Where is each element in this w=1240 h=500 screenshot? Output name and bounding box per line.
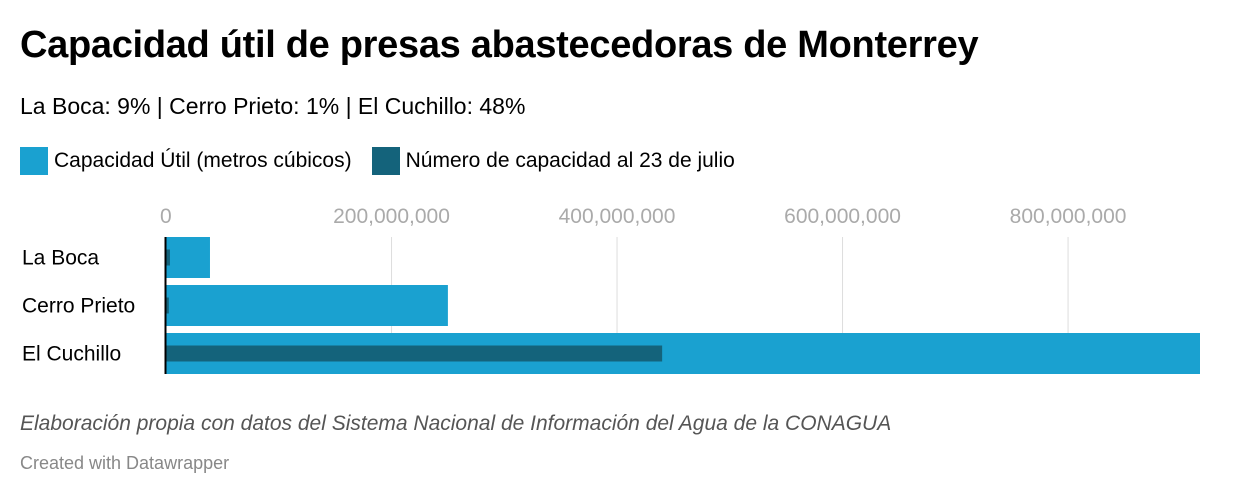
bar-current	[166, 297, 169, 314]
bar-capacity	[166, 285, 448, 326]
legend-label-capacity: Capacidad Útil (metros cúbicos)	[54, 149, 352, 172]
chart-legend: Capacidad Útil (metros cúbicos) Número d…	[20, 145, 755, 177]
x-tick-label: 200,000,000	[333, 205, 450, 228]
x-tick-label: 400,000,000	[559, 205, 676, 228]
x-tick-label: 800,000,000	[1010, 205, 1127, 228]
legend-item-capacity: Capacidad Útil (metros cúbicos)	[20, 147, 352, 175]
legend-item-current: Número de capacidad al 23 de julio	[371, 147, 735, 175]
category-label: Cerro Prieto	[22, 295, 135, 318]
bar-chart: 0 200,000,000 400,000,000 600,000,000 800,00…	[22, 205, 1200, 374]
legend-label-current: Número de capacidad al 23 de julio	[405, 149, 735, 172]
legend-swatch-capacity	[20, 147, 48, 175]
chart-subtitle: La Boca: 9% | Cerro Prieto: 1% | El Cuch…	[20, 93, 526, 119]
legend-swatch-current	[371, 147, 400, 175]
bar-current	[166, 249, 170, 266]
x-tick-label: 0	[160, 205, 172, 228]
bar-current	[166, 345, 663, 362]
chart-title: Capacidad útil de presas abastecedoras d…	[20, 24, 979, 66]
chart-byline: Created with Datawrapper	[20, 453, 230, 473]
x-tick-label: 600,000,000	[784, 205, 901, 228]
category-label: El Cuchillo	[22, 343, 121, 366]
bar-capacity	[166, 237, 210, 278]
category-label: La Boca	[22, 247, 99, 270]
chart-notes: Elaboración propia con datos del Sistema…	[20, 412, 892, 435]
